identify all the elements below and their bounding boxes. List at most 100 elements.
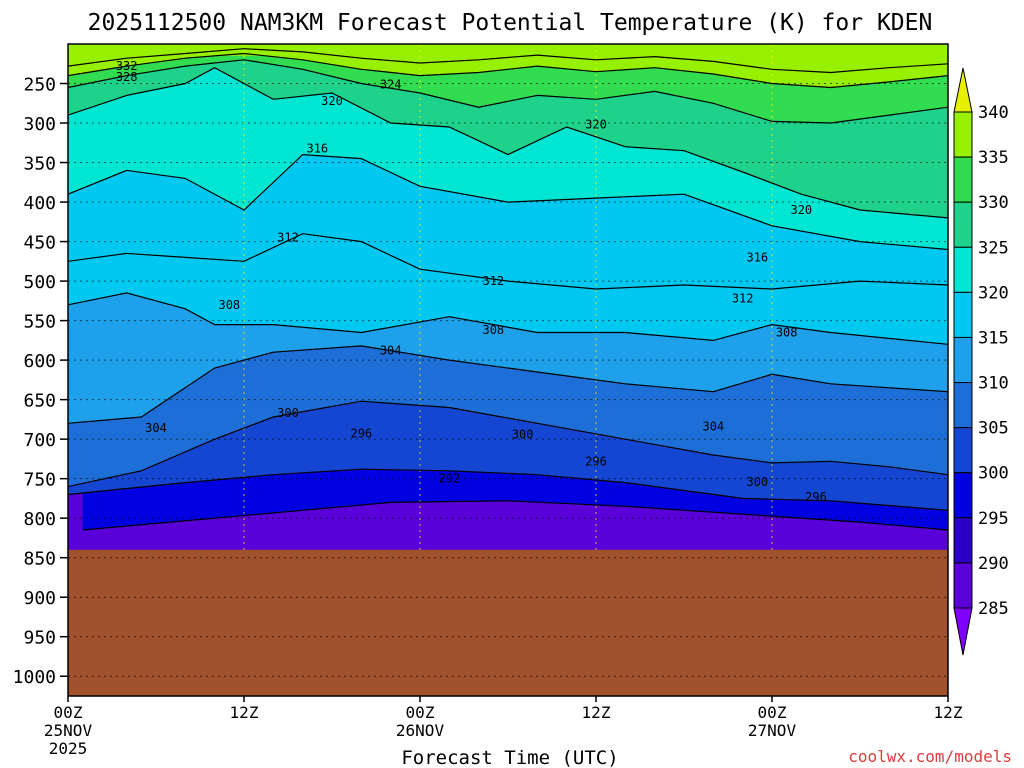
colorbar-label: 285: [978, 599, 1009, 619]
y-tick-label: 800: [23, 509, 56, 530]
contour-label: 312: [482, 274, 504, 288]
colorbar-label: 315: [978, 328, 1009, 348]
colorbar-swatch: [953, 427, 973, 474]
contour-label-text: 328: [116, 70, 138, 84]
contour-label: 324: [380, 77, 402, 91]
contour-label: 328: [116, 70, 138, 84]
contour-304: [68, 345, 948, 424]
contour-label: 320: [321, 94, 343, 108]
colorbar-label: 325: [978, 238, 1009, 258]
y-tick-label: 650: [23, 391, 56, 412]
y-tick-label: 700: [23, 430, 56, 451]
colorbar-label: 305: [978, 419, 1009, 439]
y-tick-label: 550: [23, 312, 56, 333]
y-tick-label: 450: [23, 233, 56, 254]
contour-label: 292: [438, 472, 460, 486]
contour-label: 300: [277, 406, 299, 420]
contour-label: 304: [702, 420, 724, 434]
contour-332: [68, 48, 948, 74]
colorbar: 340 335 330 325 320 315 310 305 300 295 290 285: [953, 67, 1009, 656]
contour-label-text: 312: [482, 274, 504, 288]
colorbar-top-arrow: [953, 67, 973, 113]
colorbar-bottom-arrow: [953, 607, 973, 656]
contour-label-text: 320: [790, 203, 812, 217]
contour-label: 296: [350, 427, 372, 441]
colorbar-swatch: [953, 517, 973, 564]
colorbar-swatch: [953, 291, 973, 338]
contour-label: 304: [145, 421, 167, 435]
contour-320: [68, 67, 948, 219]
colorbar-swatch: [953, 382, 973, 429]
contour-label-text: 296: [585, 454, 607, 468]
colorbar-swatch: [953, 472, 973, 519]
contour-label-text: 316: [306, 141, 328, 155]
colorbar-swatch: [953, 336, 973, 384]
contour-296: [68, 468, 948, 511]
contour-label: 308: [218, 298, 240, 312]
contour-label: 308: [482, 323, 504, 337]
theta-band-group: [68, 44, 948, 696]
credit-text: coolwx.com/models: [848, 747, 1012, 766]
colorbar-label: 340: [978, 103, 1009, 123]
contour-308: [68, 292, 948, 345]
colorbar-label: 300: [978, 464, 1009, 484]
contour-316: [68, 153, 948, 251]
contour-label-text: 308: [776, 325, 798, 339]
x-tick-label: 00Z: [758, 703, 787, 722]
contour-label-text: 292: [438, 472, 460, 486]
x-tick-label: 00Z: [406, 703, 435, 722]
contour-label: 320: [790, 203, 812, 217]
contour-label: 312: [732, 291, 754, 305]
contour-label-text: 304: [145, 421, 167, 435]
chart-title: 2025112500 NAM3KM Forecast Potential Tem…: [88, 10, 933, 36]
contour-label-text: 296: [350, 427, 372, 441]
colorbar-swatch: [953, 246, 973, 293]
colorbar-label: 290: [978, 554, 1009, 574]
y-tick-label: 950: [23, 628, 56, 649]
contour-label: 300: [746, 475, 768, 489]
contour-label-text: 300: [746, 475, 768, 489]
y-tick-label: 350: [23, 154, 56, 175]
y-tick-label: 250: [23, 75, 56, 96]
y-tick-label: 600: [23, 351, 56, 372]
contour-label-text: 324: [380, 77, 402, 91]
contour-label: 304: [380, 344, 402, 358]
contour-label-text: 308: [482, 323, 504, 337]
contour-label-text: 300: [512, 427, 534, 441]
contour-label-text: 320: [321, 94, 343, 108]
terrain-grid: [68, 557, 948, 677]
contour-label-text: 312: [277, 231, 299, 245]
x-tick-label: 12Z: [230, 703, 259, 722]
contour-300: [68, 400, 948, 488]
contour-324: [68, 59, 948, 124]
x-tick-label: 12Z: [582, 703, 611, 722]
colorbar-label: 295: [978, 509, 1009, 529]
x-tick-label: 00Z: [54, 703, 83, 722]
plot-frame: [67, 43, 949, 697]
band-top: [68, 44, 948, 56]
x-tick-date: 25NOV: [44, 721, 93, 740]
contour-label: 296: [585, 454, 607, 468]
contour-292: [82, 500, 948, 531]
contour-label-text: 304: [702, 420, 724, 434]
contour-328: [68, 52, 948, 89]
y-tick-label: 1000: [13, 667, 56, 688]
colorbar-swatch: [953, 562, 973, 609]
x-tick-date: 26NOV: [396, 721, 445, 740]
colorbar-label: 320: [978, 283, 1009, 303]
contour-label-text: 332: [116, 59, 138, 73]
x-tick-label: 12Z: [934, 703, 963, 722]
colorbar-label: 310: [978, 374, 1009, 394]
colorbar-label: 335: [978, 148, 1009, 168]
contour-label-text: 316: [746, 250, 768, 264]
contour-label-text: 296: [805, 490, 827, 504]
contour-label: 316: [306, 141, 328, 155]
contour-label: 320: [585, 118, 607, 132]
contour-label: 296: [805, 490, 827, 504]
contour-label-text: 320: [585, 118, 607, 132]
y-tick-label: 850: [23, 549, 56, 570]
y-tick-label: 500: [23, 272, 56, 293]
